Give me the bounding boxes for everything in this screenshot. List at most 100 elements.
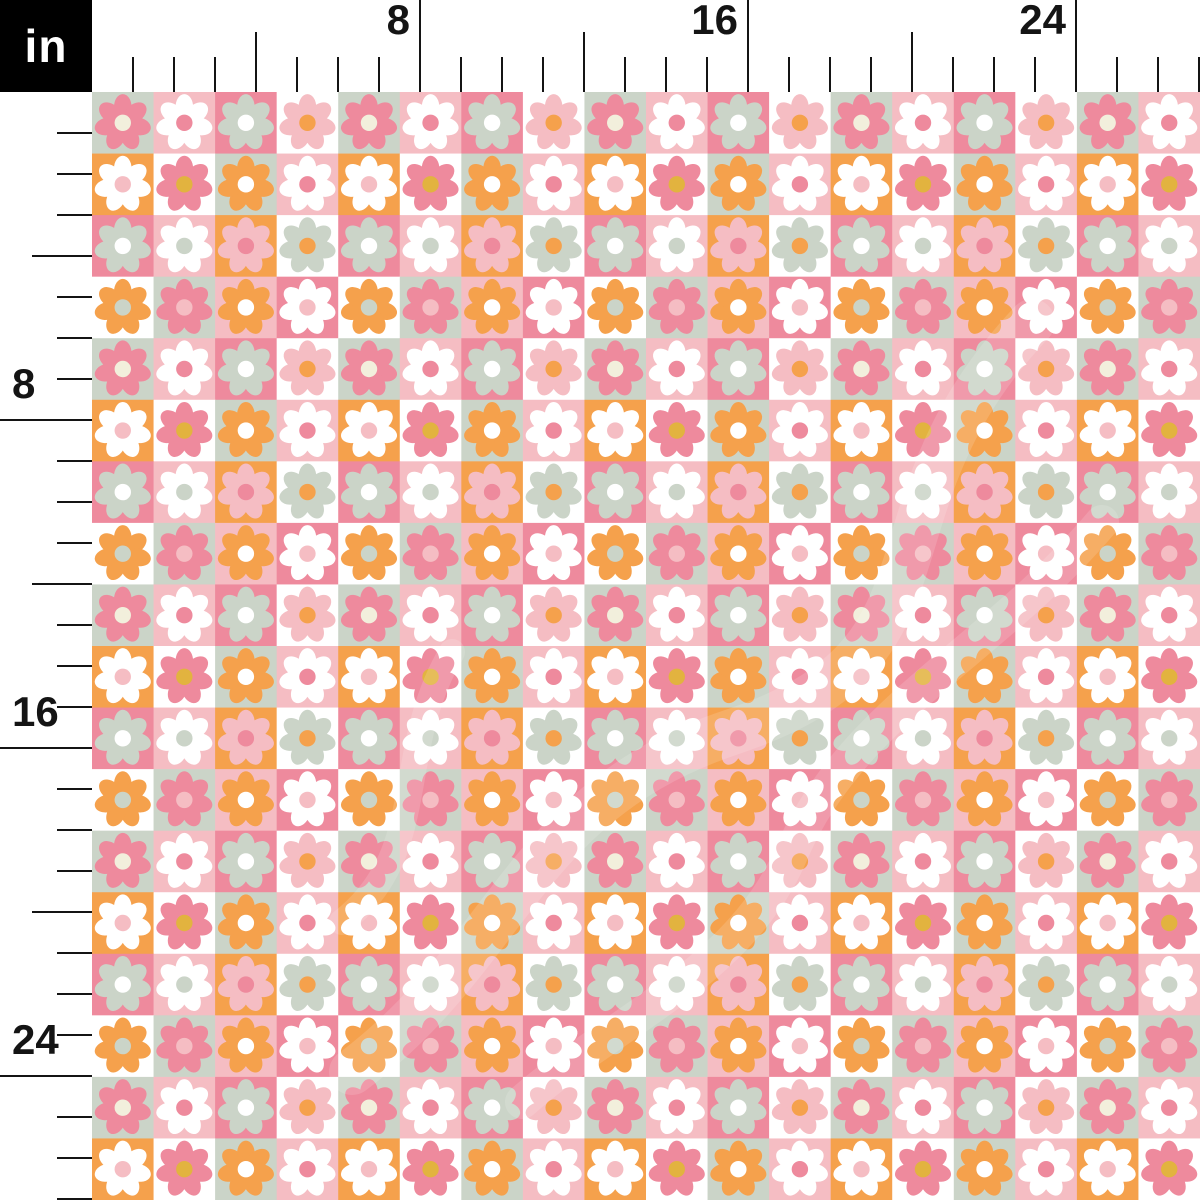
flower [831, 94, 892, 153]
ruler-tick [787, 57, 791, 92]
flower [1016, 278, 1076, 338]
flower [339, 586, 399, 645]
flower [92, 894, 153, 953]
flower [523, 832, 584, 892]
ruler-tick [746, 0, 750, 92]
flower [646, 463, 707, 522]
flower [154, 525, 215, 584]
ruler-tick [295, 57, 299, 92]
flower [954, 955, 1015, 1015]
ruler-tick [57, 213, 92, 217]
flower [462, 709, 522, 768]
flower [462, 1140, 522, 1199]
ruler-tick [131, 57, 135, 92]
ruler-tick [57, 1156, 92, 1160]
flower [523, 894, 584, 953]
flower [1016, 94, 1076, 153]
flower [893, 955, 953, 1015]
ruler-tick [57, 992, 92, 996]
flower [92, 1079, 153, 1138]
flower [831, 1017, 892, 1076]
flower [585, 1079, 646, 1138]
flower [646, 217, 707, 276]
ruler-tick [57, 705, 92, 709]
flower [646, 771, 707, 830]
ruler-tick [828, 57, 832, 92]
flower [585, 709, 646, 768]
flower [585, 340, 646, 399]
flower [893, 463, 953, 522]
flower [154, 586, 215, 645]
flower [770, 525, 830, 584]
flower [1077, 955, 1138, 1015]
ruler-tick [869, 57, 873, 92]
flower [770, 648, 830, 707]
flower [154, 771, 215, 830]
flower [462, 525, 522, 584]
daisy-pattern [92, 92, 1200, 1200]
flower [708, 525, 769, 584]
ruler-tick [705, 57, 709, 92]
flower [339, 955, 399, 1015]
ruler-tick [57, 1115, 92, 1119]
flower [154, 1079, 215, 1138]
flower [462, 94, 522, 153]
ruler-tick [1074, 0, 1078, 92]
flower [92, 525, 153, 584]
flower [462, 340, 522, 399]
flower [92, 955, 153, 1015]
flower [339, 648, 399, 707]
flower [770, 278, 830, 338]
ruler-tick [664, 57, 668, 92]
ruler-tick [500, 57, 504, 92]
flower [646, 278, 707, 338]
flower [1016, 648, 1076, 707]
flower [770, 832, 830, 892]
flower [523, 340, 584, 399]
flower [585, 155, 646, 214]
flower [339, 894, 399, 953]
flower [831, 463, 892, 522]
flower [585, 401, 646, 461]
flower [462, 1079, 522, 1138]
flower [646, 1140, 707, 1199]
flower [400, 648, 461, 707]
flower [154, 94, 215, 153]
flower [277, 832, 338, 892]
flower [400, 955, 461, 1015]
flower [1016, 217, 1076, 276]
ruler-tick [57, 951, 92, 955]
flower [216, 771, 276, 830]
flower [954, 340, 1015, 399]
flower [523, 525, 584, 584]
ruler-tick [32, 582, 92, 586]
flower [523, 709, 584, 768]
flower [954, 94, 1015, 153]
flower [277, 648, 338, 707]
ruler-tick [57, 1197, 92, 1200]
flower [954, 1017, 1015, 1076]
flower [646, 155, 707, 214]
ruler-tick [910, 32, 914, 92]
flower [708, 340, 769, 399]
flower [92, 832, 153, 892]
flower [92, 709, 153, 768]
flower [339, 832, 399, 892]
flower [216, 894, 276, 953]
flower [1139, 771, 1200, 830]
flower [770, 586, 830, 645]
flower [339, 771, 399, 830]
flower [400, 586, 461, 645]
flower [585, 894, 646, 953]
flower [92, 1017, 153, 1076]
flower [400, 463, 461, 522]
flower [1016, 709, 1076, 768]
flower [708, 955, 769, 1015]
flower [462, 1017, 522, 1076]
flower [462, 771, 522, 830]
flower [831, 1079, 892, 1138]
flower [216, 155, 276, 214]
flower [1139, 955, 1200, 1015]
flower [216, 648, 276, 707]
flower [1139, 648, 1200, 707]
